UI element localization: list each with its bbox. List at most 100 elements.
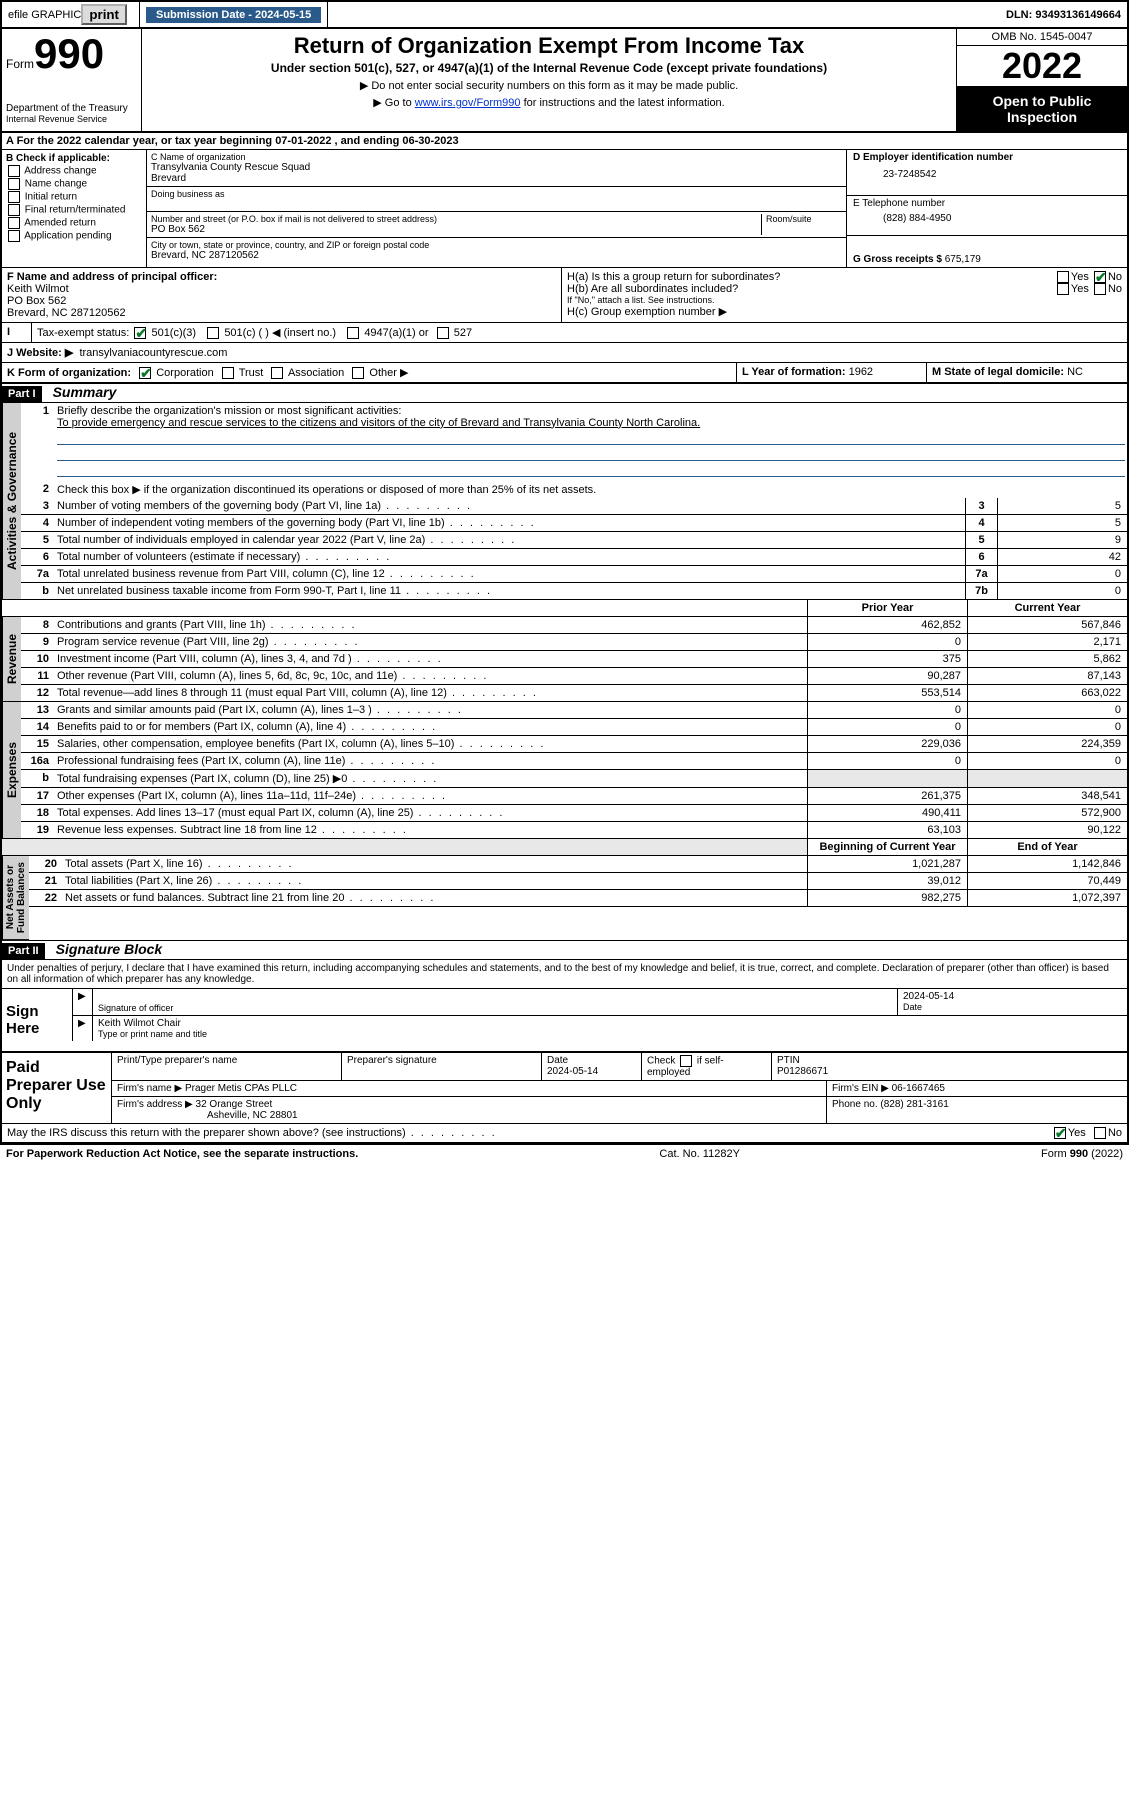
b-item-2: Initial return xyxy=(25,191,77,202)
m-label: M State of legal domicile: xyxy=(932,366,1064,378)
subtitle-3: ▶ Go to www.irs.gov/Form990 for instruct… xyxy=(150,96,948,109)
chk-527[interactable] xyxy=(437,327,449,339)
chk-corp[interactable] xyxy=(139,367,151,379)
f-label: F Name and address of principal officer: xyxy=(7,271,217,283)
b-item-4: Amended return xyxy=(24,217,96,228)
ln-text: Total assets (Part X, line 16) xyxy=(63,856,807,872)
i-letter: I xyxy=(2,323,32,342)
ln-num: 13 xyxy=(21,702,55,718)
sig-date: 2024-05-14 xyxy=(903,991,1122,1002)
chk-address-change[interactable]: Address change xyxy=(6,165,142,177)
discuss-checks: Yes No xyxy=(1052,1127,1122,1139)
opt-501c: 501(c) ( ) ◀ (insert no.) xyxy=(224,327,336,339)
print-button[interactable]: print xyxy=(81,4,127,25)
blank-line-3 xyxy=(57,463,1125,477)
addr-label: Number and street (or P.O. box if mail i… xyxy=(151,214,757,224)
hb-checks: Yes No xyxy=(1055,283,1122,295)
ln-text: Investment income (Part VIII, column (A)… xyxy=(55,651,807,667)
ln2-text: Check this box ▶ if the organization dis… xyxy=(55,481,1127,498)
sig-officer: Signature of officer xyxy=(92,989,897,1015)
firm-label: Firm's name ▶ xyxy=(117,1083,182,1094)
chk-501c3[interactable] xyxy=(134,327,146,339)
chk-501c[interactable] xyxy=(207,327,219,339)
g-label: G Gross receipts $ xyxy=(853,254,942,265)
ln-prior: 0 xyxy=(807,753,967,769)
ln-text: Salaries, other compensation, employee b… xyxy=(55,736,807,752)
ein-value: 06-1667465 xyxy=(892,1083,945,1094)
ln-num: b xyxy=(21,583,55,599)
chk-4947[interactable] xyxy=(347,327,359,339)
ln-num: 6 xyxy=(21,549,55,565)
sig-row-1: ▶ Signature of officer 2024-05-14 Date xyxy=(72,989,1127,1016)
line-row: 18 Total expenses. Add lines 13–17 (must… xyxy=(21,805,1127,822)
city-value: Brevard, NC 287120562 xyxy=(151,250,842,261)
chk-final-return[interactable]: Final return/terminated xyxy=(6,204,142,216)
ln-num: 7a xyxy=(21,566,55,582)
part2-title: Signature Block xyxy=(48,941,163,957)
col-prior: Prior Year xyxy=(807,600,967,616)
prep-addr-row: Firm's address ▶ 32 Orange Street Ashevi… xyxy=(112,1097,1127,1123)
chk-trust[interactable] xyxy=(222,367,234,379)
opt-assoc: Association xyxy=(288,367,344,379)
ln-curr: 224,359 xyxy=(967,736,1127,752)
addr1-value: 32 Orange Street xyxy=(196,1099,273,1110)
chk-amended[interactable]: Amended return xyxy=(6,217,142,229)
sig-date-label: Date xyxy=(903,1002,1122,1012)
efile-cell: efile GRAPHIC print xyxy=(2,2,140,27)
chk-self-emp[interactable] xyxy=(680,1055,692,1067)
discuss-row: May the IRS discuss this return with the… xyxy=(2,1123,1127,1142)
ln-curr: 2,171 xyxy=(967,634,1127,650)
part2-header-row: Part II Signature Block xyxy=(2,940,1127,960)
org-name-2: Brevard xyxy=(151,173,842,184)
ln-num: 5 xyxy=(21,532,55,548)
opt-trust: Trust xyxy=(239,367,264,379)
ln-text: Total fundraising expenses (Part IX, col… xyxy=(55,770,807,787)
block-b: B Check if applicable: Address change Na… xyxy=(2,150,147,267)
dba-label: Doing business as xyxy=(151,189,842,199)
ein-sub: D Employer identification number 23-7248… xyxy=(847,150,1127,196)
sign-cells: ▶ Signature of officer 2024-05-14 Date ▶… xyxy=(72,989,1127,1051)
i-body: Tax-exempt status: 501(c)(3) 501(c) ( ) … xyxy=(32,323,1127,342)
chk-app-pending[interactable]: Application pending xyxy=(6,230,142,242)
chk-name-change[interactable]: Name change xyxy=(6,178,142,190)
ln-val: 5 xyxy=(997,498,1127,514)
ln-val: 0 xyxy=(997,583,1127,599)
ln-curr: 567,846 xyxy=(967,617,1127,633)
ln-prior: 375 xyxy=(807,651,967,667)
ln-text: Total number of individuals employed in … xyxy=(55,532,965,548)
col-beg: Beginning of Current Year xyxy=(807,839,967,855)
dba-value xyxy=(151,199,842,209)
dln-cell: DLN: 93493136149664 xyxy=(1000,2,1127,27)
hb-row: H(b) Are all subordinates included? Yes … xyxy=(567,283,1122,295)
vtab-gov: Activities & Governance xyxy=(2,403,21,600)
title-col: Return of Organization Exempt From Incom… xyxy=(142,29,957,131)
form-ref: Form 990 (2022) xyxy=(1041,1148,1123,1160)
opt-501c3: 501(c)(3) xyxy=(151,327,196,339)
chk-assoc[interactable] xyxy=(271,367,283,379)
m-cell: M State of legal domicile: NC xyxy=(927,363,1127,382)
line-row: 4 Number of independent voting members o… xyxy=(21,515,1127,532)
col-hdr-revenue: Prior Year Current Year xyxy=(2,600,1127,617)
sub3-pre: ▶ Go to xyxy=(373,97,414,109)
gross-sub: G Gross receipts $ 675,179 xyxy=(847,236,1127,267)
dba-sub: Doing business as xyxy=(147,187,846,212)
irs-link[interactable]: www.irs.gov/Form990 xyxy=(415,97,521,109)
irs-label: Internal Revenue Service xyxy=(6,114,137,124)
form-number: 990 xyxy=(34,30,104,77)
chk-discuss-yes[interactable] xyxy=(1054,1127,1066,1139)
h-cell: H(a) Is this a group return for subordin… xyxy=(562,268,1127,322)
city-sub: City or town, state or province, country… xyxy=(147,238,846,263)
subtitle-1: Under section 501(c), 527, or 4947(a)(1)… xyxy=(150,61,948,75)
ln-num: 21 xyxy=(29,873,63,889)
chk-initial-return[interactable]: Initial return xyxy=(6,191,142,203)
ln-curr: 0 xyxy=(967,753,1127,769)
cat-no: Cat. No. 11282Y xyxy=(659,1148,740,1160)
ln-num: 18 xyxy=(21,805,55,821)
efile-label: efile GRAPHIC xyxy=(8,9,81,21)
chk-discuss-no[interactable] xyxy=(1094,1127,1106,1139)
ln-num: 16a xyxy=(21,753,55,769)
ln-text: Contributions and grants (Part VIII, lin… xyxy=(55,617,807,633)
line-row: 5 Total number of individuals employed i… xyxy=(21,532,1127,549)
ln-prior xyxy=(807,770,967,787)
chk-other[interactable] xyxy=(352,367,364,379)
